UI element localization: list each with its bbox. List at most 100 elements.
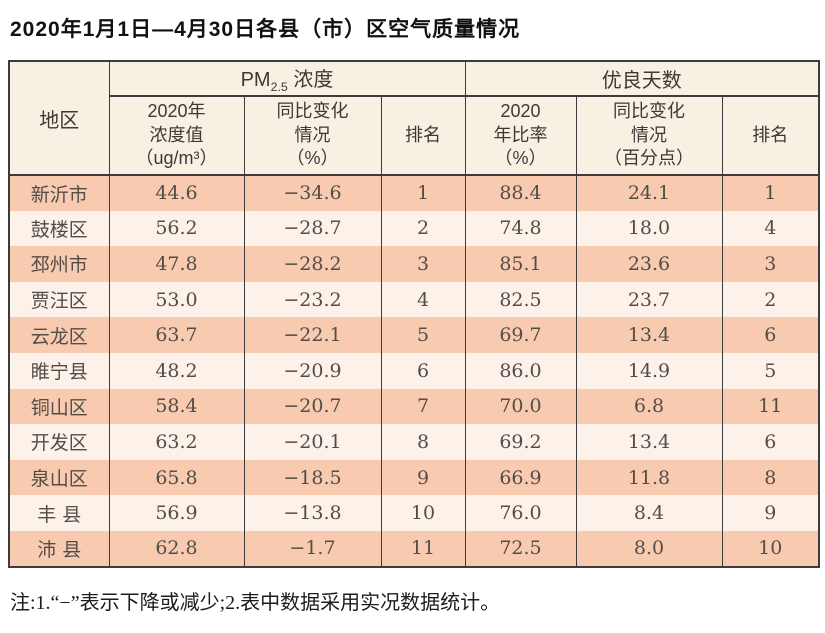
cell-days-rank: 6: [721, 424, 820, 460]
header-pm-value: 2020年 浓度值 （ug/m³）: [108, 96, 245, 176]
cell-days-change: 8.4: [575, 495, 723, 531]
cell-region: 邳州市: [8, 246, 110, 282]
cell-days-rank: 5: [721, 352, 820, 389]
table-row: 鼓楼区 56.2 −28.7 2 74.8 18.0 4: [8, 210, 820, 247]
cell-days-ratio: 86.0: [464, 352, 577, 389]
cell-days-ratio: 72.5: [464, 530, 577, 567]
header-days-change: 同比变化 情况 （百分点）: [575, 96, 723, 176]
air-quality-table: 地区 PM2.5 浓度 优良天数 2020年 浓度值 （ug/m³） 同比变化 …: [8, 60, 821, 568]
table-header: 地区 PM2.5 浓度 优良天数 2020年 浓度值 （ug/m³） 同比变化 …: [8, 61, 820, 176]
cell-pm-change: −28.2: [243, 246, 382, 282]
cell-days-ratio: 88.4: [464, 175, 577, 211]
cell-pm-value: 63.7: [108, 317, 245, 353]
table-body: 新沂市 44.6 −34.6 1 88.4 24.1 1 鼓楼区 56.2 −2…: [8, 175, 820, 567]
cell-days-rank: 2: [721, 281, 820, 318]
pm25-label-prefix: PM: [240, 69, 271, 91]
table-row: 丰 县 56.9 −13.8 10 76.0 8.4 9: [8, 495, 820, 531]
cell-region: 贾汪区: [8, 281, 110, 318]
header-days-ratio: 2020 年比率 （%）: [464, 96, 577, 176]
cell-pm-change: −22.1: [243, 317, 382, 353]
cell-region: 鼓楼区: [8, 210, 110, 247]
header-pm-rank: 排名: [380, 96, 466, 176]
cell-region: 沛 县: [8, 530, 110, 567]
cell-pm-rank: 9: [380, 459, 466, 496]
cell-pm-rank: 6: [380, 352, 466, 389]
cell-region: 云龙区: [8, 317, 110, 353]
cell-days-change: 13.4: [575, 424, 723, 460]
cell-pm-value: 47.8: [108, 246, 245, 282]
table-row: 开发区 63.2 −20.1 8 69.2 13.4 6: [8, 424, 820, 460]
cell-pm-value: 63.2: [108, 424, 245, 460]
cell-pm-value: 62.8: [108, 530, 245, 567]
cell-pm-value: 65.8: [108, 459, 245, 496]
cell-days-change: 13.4: [575, 317, 723, 353]
cell-pm-value: 48.2: [108, 352, 245, 389]
cell-days-change: 23.6: [575, 246, 723, 282]
cell-pm-rank: 8: [380, 424, 466, 460]
cell-pm-rank: 11: [380, 530, 466, 567]
cell-region: 睢宁县: [8, 352, 110, 389]
cell-region: 铜山区: [8, 388, 110, 425]
cell-pm-rank: 10: [380, 495, 466, 531]
table-row: 泉山区 65.8 −18.5 9 66.9 11.8 8: [8, 459, 820, 496]
table-row: 铜山区 58.4 −20.7 7 70.0 6.8 11: [8, 388, 820, 425]
footnote: 注:1.“−”表示下降或减少;2.表中数据采用实况数据统计。: [10, 591, 501, 614]
cell-pm-rank: 3: [380, 246, 466, 282]
cell-pm-change: −23.2: [243, 281, 382, 318]
table-row: 贾汪区 53.0 −23.2 4 82.5 23.7 2: [8, 281, 820, 318]
cell-pm-value: 58.4: [108, 388, 245, 425]
cell-days-change: 11.8: [575, 459, 723, 496]
cell-pm-change: −18.5: [243, 459, 382, 496]
cell-pm-value: 44.6: [108, 175, 245, 211]
cell-pm-value: 56.2: [108, 210, 245, 247]
cell-days-rank: 1: [721, 175, 820, 211]
table-row: 邳州市 47.8 −28.2 3 85.1 23.6 3: [8, 246, 820, 282]
cell-pm-change: −28.7: [243, 210, 382, 247]
cell-days-rank: 11: [721, 388, 820, 425]
table-row: 云龙区 63.7 −22.1 5 69.7 13.4 6: [8, 317, 820, 353]
cell-pm-change: −1.7: [243, 530, 382, 567]
cell-days-change: 8.0: [575, 530, 723, 567]
cell-days-change: 24.1: [575, 175, 723, 211]
cell-pm-change: −20.7: [243, 388, 382, 425]
table-row: 新沂市 44.6 −34.6 1 88.4 24.1 1: [8, 175, 820, 211]
header-pm-change: 同比变化 情况 （%）: [243, 96, 382, 176]
cell-days-rank: 4: [721, 210, 820, 247]
header-group-good-days: 优良天数: [464, 61, 820, 97]
cell-pm-rank: 1: [380, 175, 466, 211]
cell-days-change: 6.8: [575, 388, 723, 425]
cell-pm-change: −20.9: [243, 352, 382, 389]
cell-days-ratio: 69.7: [464, 317, 577, 353]
cell-region: 泉山区: [8, 459, 110, 496]
cell-days-rank: 9: [721, 495, 820, 531]
cell-region: 新沂市: [8, 175, 110, 211]
table-row: 睢宁县 48.2 −20.9 6 86.0 14.9 5: [8, 352, 820, 389]
cell-days-rank: 3: [721, 246, 820, 282]
pm25-label-subscript: 2.5: [270, 80, 288, 94]
page-title: 2020年1月1日—4月30日各县（市）区空气质量情况: [10, 18, 521, 41]
cell-pm-value: 56.9: [108, 495, 245, 531]
cell-days-change: 14.9: [575, 352, 723, 389]
header-group-pm25: PM2.5 浓度: [108, 61, 466, 97]
page: { "page": { "title": "2020年1月1日—4月30日各县（…: [0, 13, 825, 633]
cell-days-rank: 6: [721, 317, 820, 353]
cell-pm-rank: 7: [380, 388, 466, 425]
cell-days-ratio: 69.2: [464, 424, 577, 460]
cell-days-ratio: 82.5: [464, 281, 577, 318]
cell-pm-change: −20.1: [243, 424, 382, 460]
cell-days-ratio: 70.0: [464, 388, 577, 425]
cell-days-ratio: 74.8: [464, 210, 577, 247]
cell-pm-rank: 5: [380, 317, 466, 353]
header-region: 地区: [8, 61, 110, 176]
cell-days-rank: 8: [721, 459, 820, 496]
cell-pm-change: −13.8: [243, 495, 382, 531]
pm25-label-suffix: 浓度: [287, 69, 334, 91]
cell-days-change: 18.0: [575, 210, 723, 247]
cell-days-change: 23.7: [575, 281, 723, 318]
cell-days-ratio: 66.9: [464, 459, 577, 496]
cell-days-rank: 10: [721, 530, 820, 567]
table-row: 沛 县 62.8 −1.7 11 72.5 8.0 10: [8, 530, 820, 567]
header-days-rank: 排名: [721, 96, 820, 176]
cell-pm-rank: 2: [380, 210, 466, 247]
cell-pm-change: −34.6: [243, 175, 382, 211]
